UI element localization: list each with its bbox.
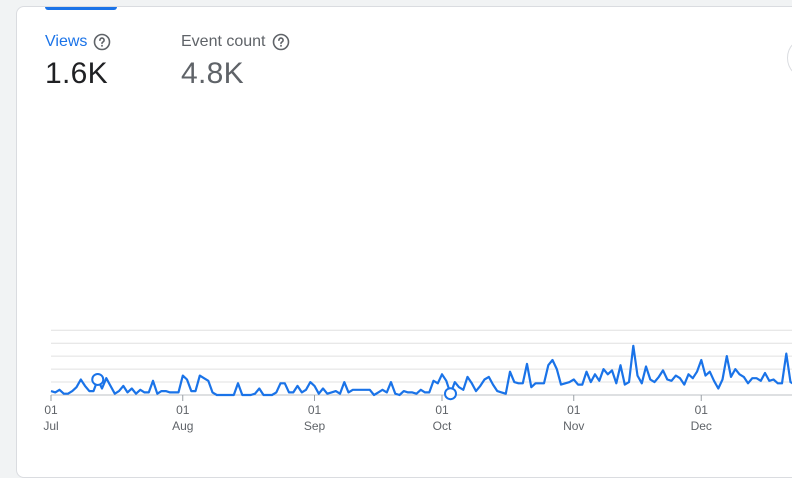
report-card: Views 1.6K Event count 4.8K [16, 6, 792, 478]
line-chart: 01 Jul 01 Aug 01 Sep 01 Oct 01 Nov 01 Dec [43, 329, 792, 433]
x-tick-day-label: 01 [44, 403, 58, 417]
x-tick-day-label: 01 [435, 403, 449, 417]
annotation-marker[interactable] [444, 387, 457, 401]
help-circle-icon[interactable] [272, 33, 290, 51]
x-tick-month-label: Oct [433, 419, 452, 433]
event-count-value: 4.8K [181, 57, 244, 90]
x-tick-month-label: Aug [172, 419, 193, 433]
metric-tab-event-count[interactable]: Event count 4.8K [181, 33, 290, 91]
x-tick-month-label: Jul [43, 419, 58, 433]
x-tick-day-label: 01 [567, 403, 581, 417]
help-circle-icon[interactable] [93, 33, 111, 51]
active-tab-indicator [45, 7, 117, 10]
x-tick-month-label: Dec [691, 419, 712, 433]
series-line-views [50, 344, 792, 397]
x-tick-month-label: Nov [563, 419, 584, 433]
x-tick-month-label: Sep [304, 419, 326, 433]
metric-tab-views[interactable]: Views 1.6K [45, 33, 111, 91]
annotation-marker[interactable] [91, 372, 105, 386]
event-count-label: Event count [181, 33, 266, 50]
views-label: Views [45, 33, 88, 50]
x-tick-day-label: 01 [308, 403, 322, 417]
x-tick-day-label: 01 [176, 403, 190, 417]
x-tick-day-label: 01 [695, 403, 709, 417]
views-value: 1.6K [45, 57, 108, 90]
